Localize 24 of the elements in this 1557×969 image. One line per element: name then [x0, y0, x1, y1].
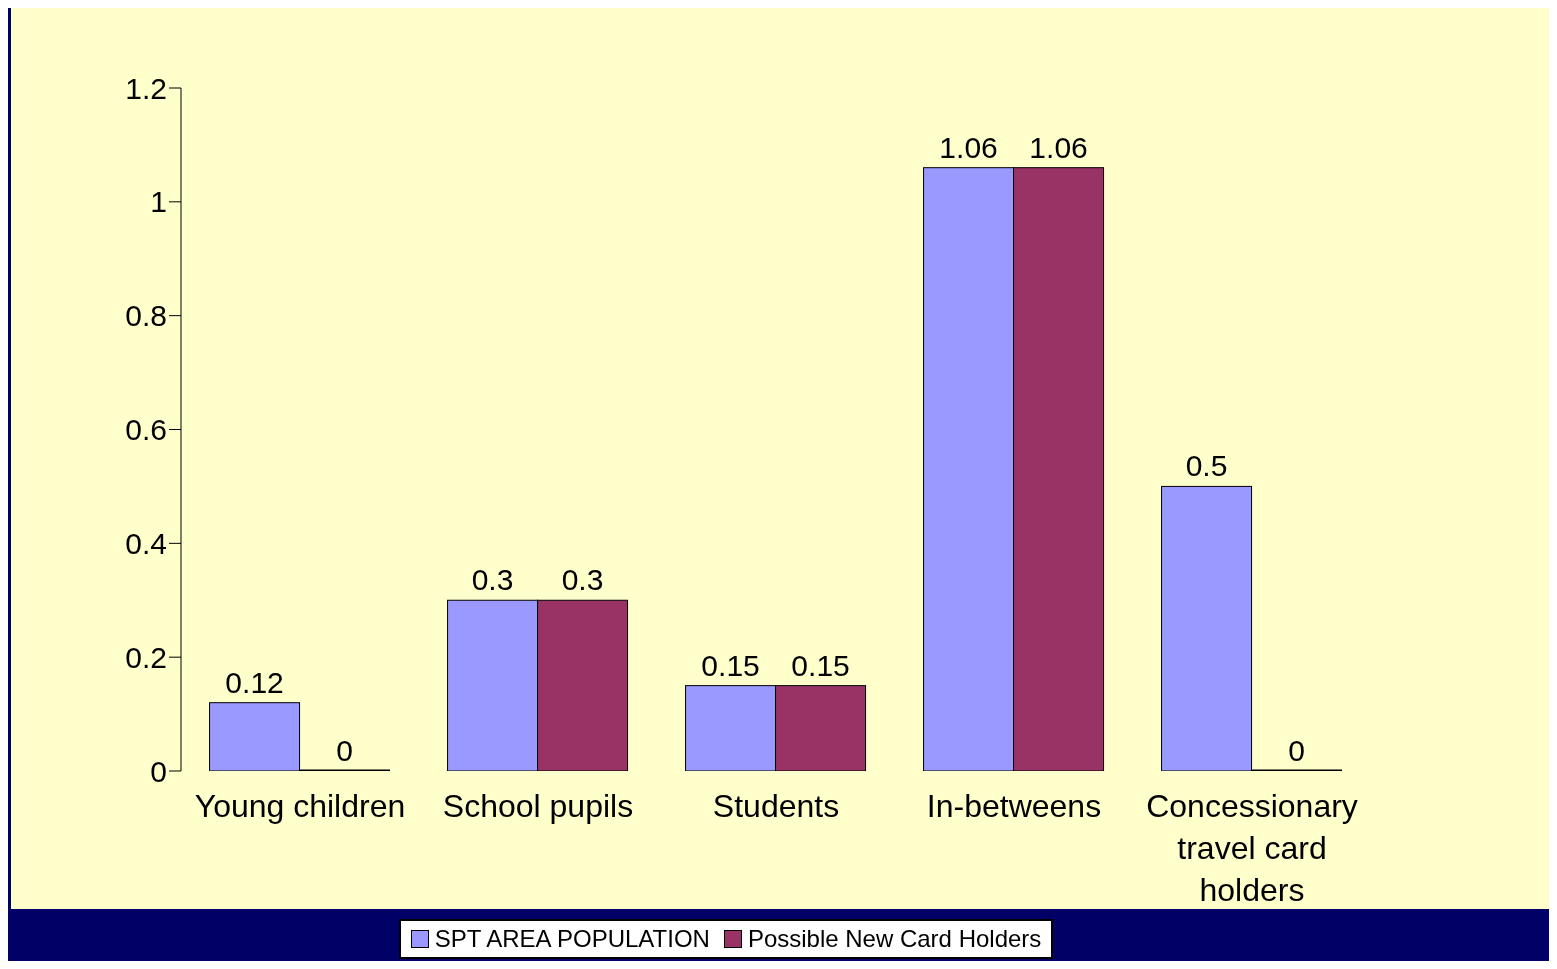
data-label: 0.15 — [791, 648, 850, 682]
legend-label: Possible New Card Holders — [746, 925, 1042, 953]
y-tick-label: 1 — [150, 185, 167, 219]
data-label: 1.06 — [939, 130, 998, 164]
data-label: 0 — [336, 734, 353, 767]
y-tick-label: 0.2 — [125, 640, 167, 674]
y-tick-label: 1.2 — [125, 71, 167, 105]
x-tick-label: Young children — [194, 788, 406, 824]
legend-label: SPT AREA POPULATION — [433, 925, 710, 953]
x-tick-label: Students — [712, 788, 840, 824]
y-tick-label: 0.6 — [125, 413, 167, 447]
x-tick-label: In-betweens — [926, 788, 1102, 824]
data-label: 0.3 — [561, 563, 604, 597]
data-label: 0.3 — [471, 563, 514, 597]
data-label: 1.06 — [1029, 130, 1088, 164]
x-tick-label: Concessionary travel card holders — [1146, 788, 1358, 908]
data-label: 0.12 — [225, 665, 284, 699]
data-label: 0 — [1288, 734, 1305, 767]
y-tick-label: 0.4 — [125, 526, 167, 560]
data-label: 0.15 — [701, 648, 760, 682]
y-tick-label: 0 — [150, 754, 167, 788]
y-tick-label: 0.8 — [125, 299, 167, 333]
x-tick-label: School pupils — [442, 788, 634, 824]
data-label: 0.5 — [1185, 449, 1228, 483]
